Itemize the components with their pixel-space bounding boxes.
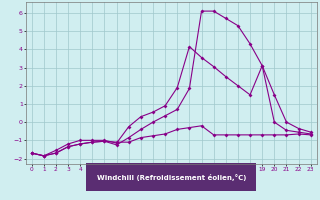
X-axis label: Windchill (Refroidissement éolien,°C): Windchill (Refroidissement éolien,°C) xyxy=(97,174,246,181)
